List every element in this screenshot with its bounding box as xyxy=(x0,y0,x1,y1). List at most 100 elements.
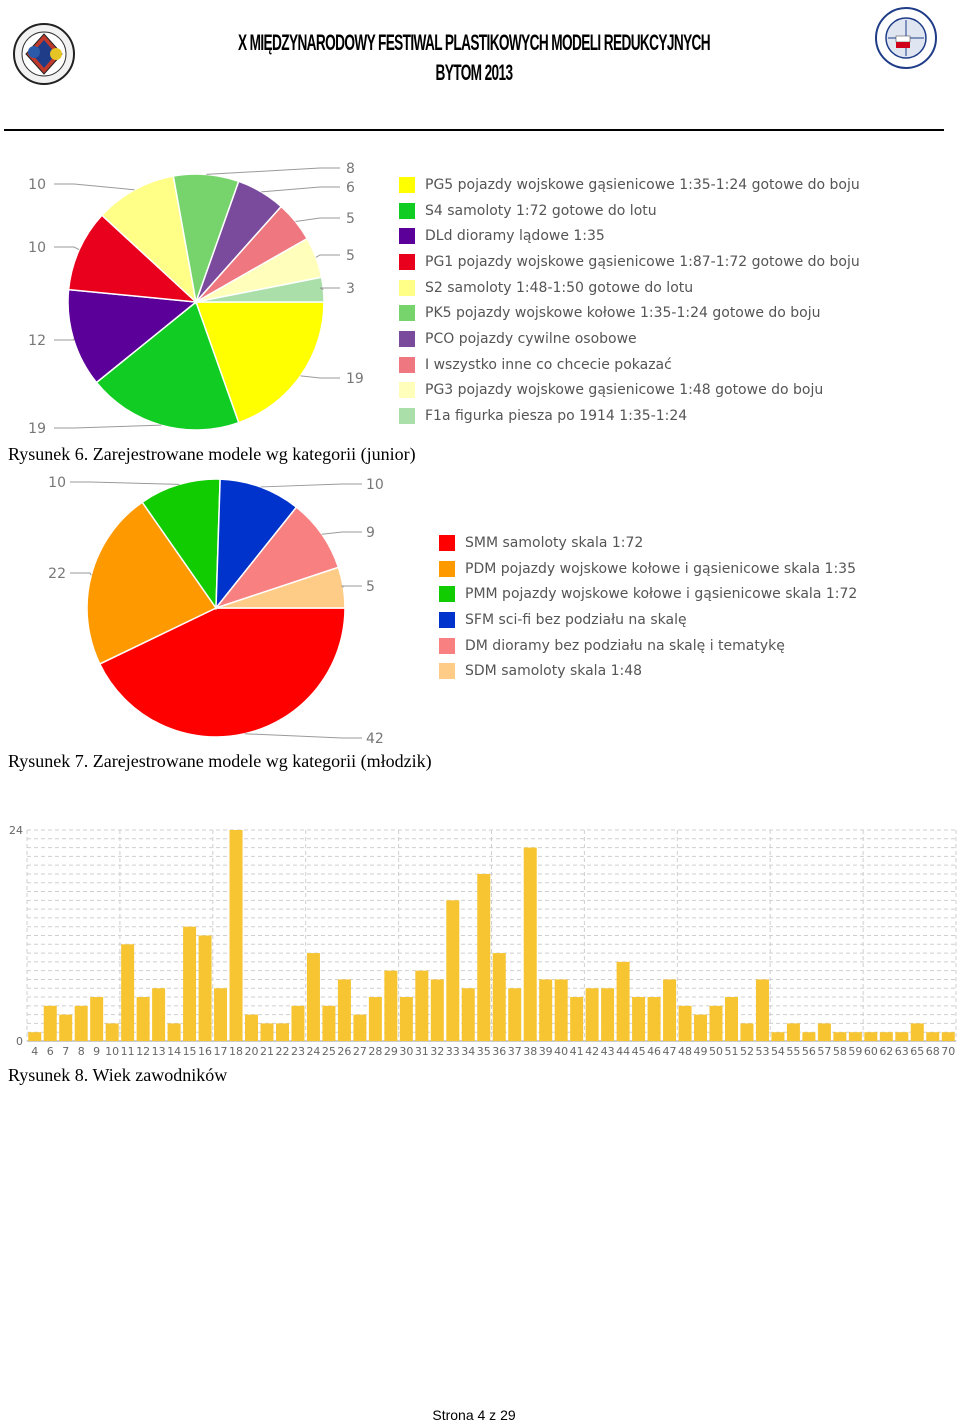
ipms-logo-right xyxy=(874,6,938,70)
x-tick-label: 32 xyxy=(430,1045,444,1058)
bar xyxy=(446,900,460,1041)
bar xyxy=(616,961,630,1041)
slice-leader-line xyxy=(321,531,362,535)
legend-swatch xyxy=(439,586,455,603)
x-tick-label: 41 xyxy=(570,1045,584,1058)
slice-value-label: 10 xyxy=(28,177,46,193)
legend-item: SFM sci-fi bez podziału na skalę xyxy=(439,607,857,633)
bar xyxy=(399,997,413,1041)
x-tick-label: 57 xyxy=(817,1045,831,1058)
x-tick-label: 38 xyxy=(523,1045,537,1058)
legend-item: PG1 pojazdy wojskowe gąsienicowe 1:87-1:… xyxy=(399,249,860,275)
legend-swatch xyxy=(399,408,415,425)
legend-swatch xyxy=(399,228,415,245)
slice-value-label: 10 xyxy=(28,240,46,256)
slice-value-label: 3 xyxy=(346,281,355,297)
pie-slice xyxy=(100,175,198,305)
slice-value-label: 10 xyxy=(48,475,66,491)
slice-leader-line xyxy=(70,481,180,485)
legend-item: PG3 pojazdy wojskowe gąsienicowe 1:48 go… xyxy=(399,378,860,404)
legend-label: S4 samoloty 1:72 gotowe do lotu xyxy=(425,202,657,219)
bar xyxy=(74,1005,88,1041)
x-tick-label: 17 xyxy=(214,1045,228,1058)
legend-label: SDM samoloty skala 1:48 xyxy=(465,663,643,680)
bar xyxy=(461,988,475,1041)
bar xyxy=(167,1023,181,1041)
x-tick-label: 12 xyxy=(136,1045,150,1058)
x-tick-label: 59 xyxy=(848,1045,862,1058)
x-tick-label: 6 xyxy=(47,1045,54,1058)
legend-swatch xyxy=(439,560,455,577)
slice-leader-line xyxy=(300,375,340,379)
x-tick-label: 37 xyxy=(508,1045,522,1058)
slice-leader-line xyxy=(315,254,340,258)
slice-value-label: 5 xyxy=(346,211,355,227)
x-tick-label: 54 xyxy=(771,1045,785,1058)
x-tick-label: 36 xyxy=(492,1045,506,1058)
bar xyxy=(879,1032,893,1041)
legend-label: F1a figurka piesza po 1914 1:35-1:24 xyxy=(425,408,688,425)
x-tick-label: 53 xyxy=(755,1045,769,1058)
pie-slice xyxy=(95,300,240,431)
legend-swatch xyxy=(399,176,415,193)
bar xyxy=(306,953,320,1041)
x-tick-label: 16 xyxy=(198,1045,212,1058)
slice-leader-line xyxy=(54,338,75,341)
legend-label: PK5 pojazdy wojskowe kołowe 1:35-1:24 go… xyxy=(425,305,821,322)
legend-item: SMM samoloty skala 1:72 xyxy=(439,530,857,556)
bar xyxy=(508,988,522,1041)
slice-leader-line xyxy=(206,167,340,175)
legend-swatch xyxy=(399,382,415,399)
bar xyxy=(647,997,661,1041)
bar xyxy=(585,988,599,1041)
x-tick-label: 13 xyxy=(152,1045,166,1058)
legend-item: PCO pojazdy cywilne osobowe xyxy=(399,326,860,352)
x-tick-label: 11 xyxy=(121,1045,135,1058)
slice-value-label: 5 xyxy=(366,579,375,595)
bar xyxy=(291,1005,305,1041)
x-tick-label: 63 xyxy=(895,1045,909,1058)
bar xyxy=(43,1005,57,1041)
pie-chart-mlodzik: 42 22 10 10 9 5 xyxy=(48,475,384,747)
bar xyxy=(214,988,228,1041)
legend-swatch xyxy=(439,534,455,551)
legend-label: S2 samoloty 1:48-1:50 gotowe do lotu xyxy=(425,279,694,296)
festival-title: X MIĘDZYNARODOWY FESTIWAL PLASTIKOWYCH M… xyxy=(237,30,711,85)
slice-value-label: 6 xyxy=(346,180,355,196)
legend-item: S4 samoloty 1:72 gotowe do lotu xyxy=(399,198,860,224)
legend-item: PDM pojazdy wojskowe kołowe i gąsienicow… xyxy=(439,556,857,582)
bar xyxy=(183,926,197,1041)
x-tick-label: 43 xyxy=(601,1045,615,1058)
pie-slice xyxy=(86,501,218,665)
x-tick-label: 42 xyxy=(585,1045,599,1058)
slice-value-label: 42 xyxy=(366,731,384,747)
legend-swatch xyxy=(439,637,455,654)
bar xyxy=(817,1023,831,1041)
bar xyxy=(864,1032,878,1041)
bar xyxy=(554,979,568,1041)
bar xyxy=(632,997,646,1041)
bar xyxy=(786,1023,800,1041)
x-tick-label: 15 xyxy=(183,1045,197,1058)
x-tick-label: 31 xyxy=(415,1045,429,1058)
x-tick-label: 39 xyxy=(539,1045,553,1058)
bar xyxy=(28,1032,42,1041)
x-tick-label: 29 xyxy=(384,1045,398,1058)
x-tick-label: 10 xyxy=(105,1045,119,1058)
bar xyxy=(771,1032,785,1041)
bar xyxy=(941,1032,955,1041)
slice-leader-line xyxy=(70,572,92,576)
x-tick-label: 9 xyxy=(93,1045,100,1058)
bar xyxy=(353,1014,367,1041)
bar xyxy=(415,970,429,1041)
x-tick-label: 22 xyxy=(275,1045,289,1058)
x-tick-label: 48 xyxy=(678,1045,692,1058)
bar xyxy=(492,953,506,1041)
x-tick-label: 14 xyxy=(167,1045,181,1058)
x-tick-label: 62 xyxy=(879,1045,893,1058)
bar-chart-age: 4 6 7 8 9 10 11 12 13 14 15 16 17 18 20 21 22 23 24 25 26 27 2… xyxy=(9,824,957,1058)
page-number: Strona 4 z 29 xyxy=(432,1407,516,1423)
bar xyxy=(105,1023,119,1041)
legend-mlodzik: SMM samoloty skala 1:72 PDM pojazdy wojsk… xyxy=(439,530,857,684)
slice-leader-line xyxy=(244,733,362,739)
